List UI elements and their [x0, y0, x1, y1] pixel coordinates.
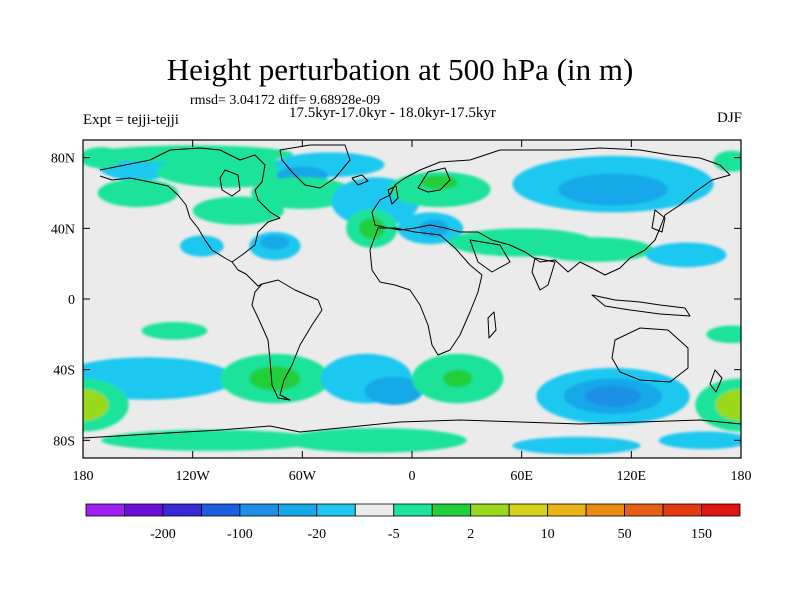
coast-iceland — [351, 174, 369, 186]
contour-region — [512, 436, 641, 455]
coast-hudson-bay — [219, 169, 241, 197]
coast-madagascar — [487, 311, 497, 339]
colorbar-box — [701, 503, 741, 517]
contour-region — [364, 376, 423, 405]
x-tick-label: 60W — [289, 469, 317, 484]
coast-indonesia — [591, 294, 691, 317]
colorbar: -200 -100 -20 -5 2 10 50 150 — [85, 503, 741, 542]
coast-india — [531, 257, 556, 291]
contour-region — [83, 147, 124, 169]
colorbar-label: -5 — [388, 527, 400, 542]
colorbar-box — [85, 503, 125, 517]
contour-region — [179, 235, 224, 257]
coast-scandinavia — [417, 167, 451, 193]
colorbar-box — [547, 503, 587, 517]
coast-new-zealand — [709, 369, 723, 393]
colorbar-box — [393, 503, 433, 517]
y-tick-label: 80S — [53, 434, 75, 449]
colorbar-box — [162, 503, 202, 517]
colorbar-box — [239, 503, 279, 517]
contour-region — [558, 173, 668, 206]
contour-region — [585, 385, 641, 407]
contour-region — [260, 235, 290, 250]
x-tick-label: 180 — [73, 469, 94, 484]
y-tick-label: 80N — [51, 152, 75, 167]
colorbar-box — [124, 503, 164, 517]
colorbar-label: 150 — [691, 527, 712, 542]
contour-field — [83, 145, 741, 455]
experiment-label: Expt = tejji-tejji — [83, 112, 179, 128]
coast-south-america — [251, 279, 323, 401]
plot-title: Height perturbation at 500 hPa (in m) — [166, 52, 634, 87]
colorbar-label: 10 — [541, 527, 555, 542]
colorbar-box — [354, 503, 395, 517]
x-tick-label: 60E — [510, 469, 533, 484]
x-tick-label: 120W — [176, 469, 211, 484]
period-line: 17.5kyr-17.0kyr - 18.0kyr-17.5kyr — [289, 105, 496, 121]
contour-region — [141, 321, 208, 340]
coast-antarctica — [83, 419, 741, 439]
coast-britain — [387, 185, 399, 205]
contour-region — [715, 389, 741, 421]
contour-region — [284, 427, 467, 453]
colorbar-box — [316, 503, 356, 517]
colorbar-box — [662, 503, 702, 517]
contour-region — [83, 389, 109, 421]
x-axis: 180 120W 60W 0 60E 120E 180 — [73, 140, 752, 484]
contour-region — [536, 237, 654, 262]
coast-arabia — [469, 239, 511, 273]
y-tick-label: 40S — [53, 364, 75, 379]
coast-australia — [611, 327, 689, 383]
contour-region — [419, 219, 449, 238]
y-tick-label: 40N — [51, 222, 75, 237]
contour-region — [83, 357, 235, 400]
contour-region — [443, 369, 473, 388]
colorbar-label: -200 — [150, 527, 176, 542]
colorbar-box — [470, 503, 510, 517]
colorbar-label: -20 — [307, 527, 326, 542]
contour-region — [706, 325, 741, 344]
contour-region — [249, 366, 301, 391]
contour-region — [645, 242, 727, 268]
stats-line: rmsd= 3.04172 diff= 9.68928e-09 — [190, 93, 381, 108]
colorbar-box — [508, 503, 549, 517]
y-axis: 80N 40N 0 40S 80S — [51, 152, 741, 449]
x-tick-label: 0 — [409, 469, 416, 484]
coast-central-america — [231, 261, 263, 287]
contour-region — [421, 175, 458, 190]
contour-region — [358, 217, 385, 239]
contour-region — [101, 429, 321, 451]
coast-greenland — [279, 144, 351, 189]
contour-region — [713, 150, 741, 172]
coast-north-america — [99, 147, 281, 263]
x-tick-label: 180 — [731, 469, 752, 484]
coastlines — [83, 144, 741, 439]
y-tick-label: 0 — [68, 293, 75, 308]
contour-region — [658, 431, 741, 450]
colorbar-box — [585, 503, 625, 517]
colorbar-box — [624, 503, 664, 517]
contour-region — [192, 196, 285, 225]
coast-africa — [369, 227, 483, 356]
coast-europe-asia — [371, 147, 731, 276]
colorbar-box — [277, 503, 318, 517]
contour-region — [251, 177, 354, 209]
x-tick-label: 120E — [617, 469, 647, 484]
colorbar-label: -100 — [227, 527, 253, 542]
colorbar-label: 50 — [618, 527, 632, 542]
coast-japan — [651, 209, 666, 233]
colorbar-label: 2 — [467, 527, 474, 542]
season-label: DJF — [716, 110, 742, 126]
colorbar-box — [201, 503, 241, 517]
colorbar-box — [431, 503, 472, 517]
contour-region — [97, 178, 179, 208]
